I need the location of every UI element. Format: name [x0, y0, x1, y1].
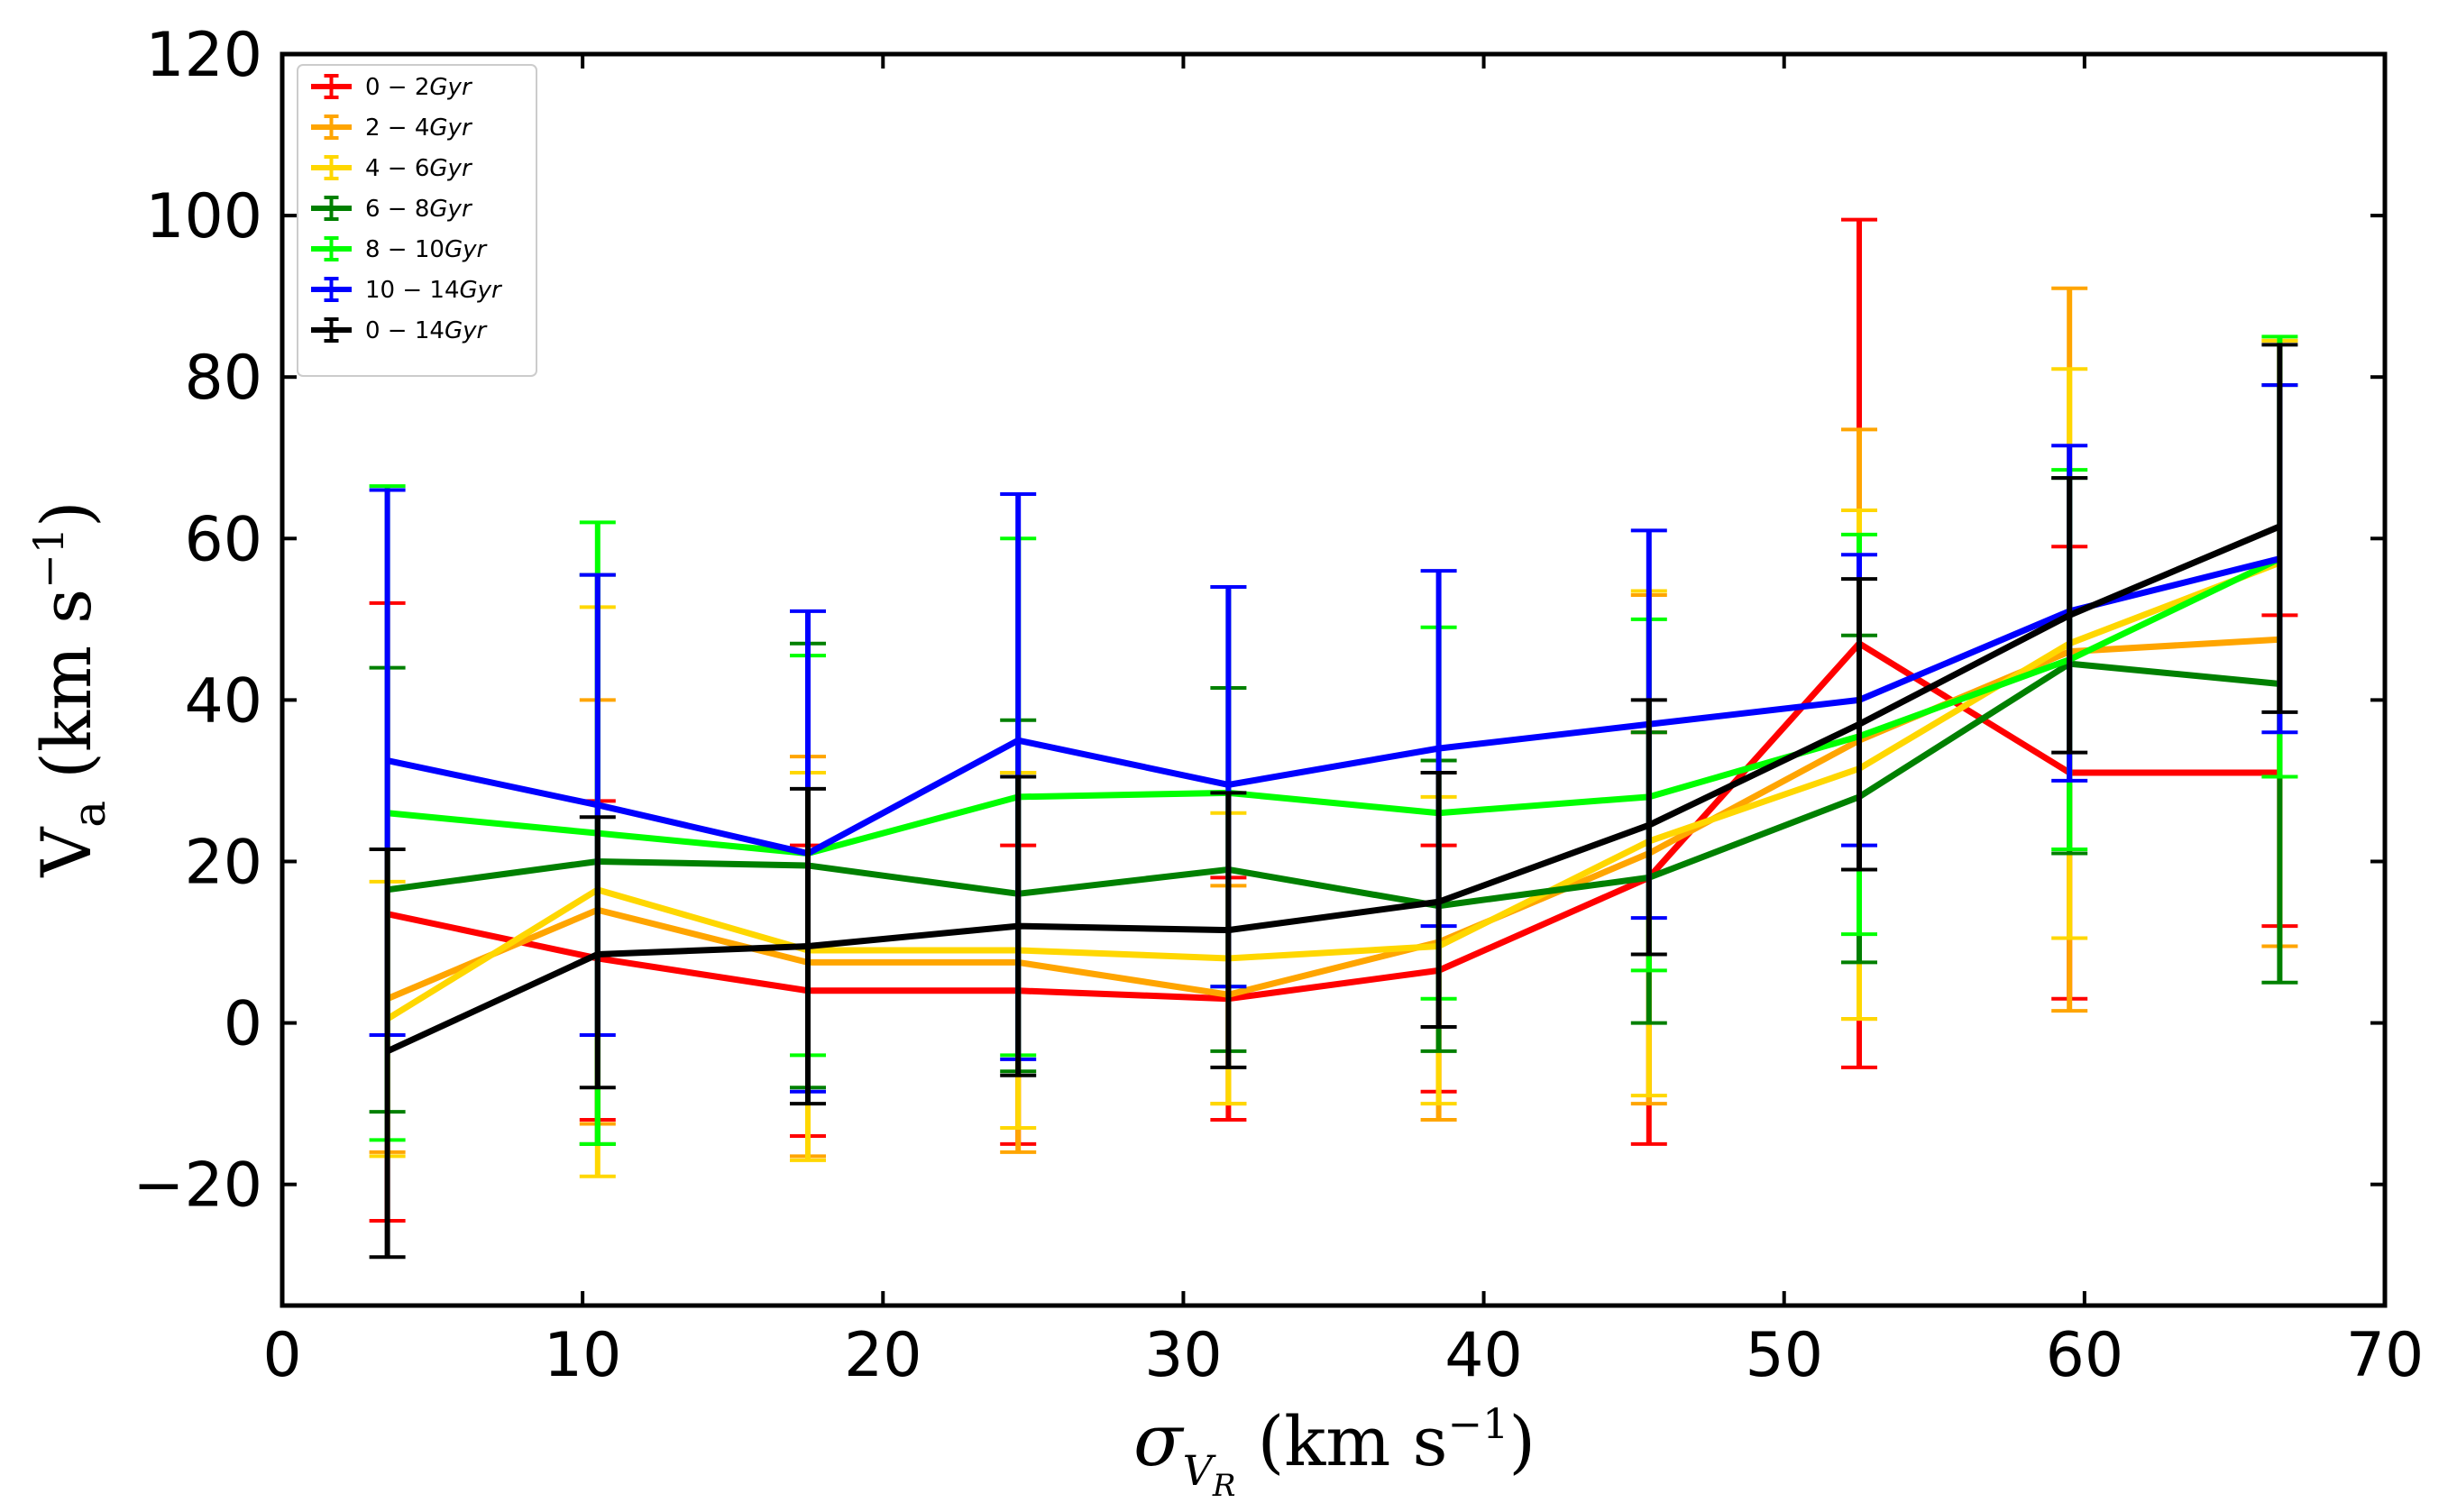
y-tick-label: 0 — [224, 989, 262, 1060]
y-axis-label: Va (km s−1) — [24, 500, 115, 877]
legend-entry: 0 − 14Gyr — [311, 317, 488, 344]
legend-label: 8 − 10Gyr — [365, 236, 488, 263]
legend: 0 − 2Gyr 2 − 4Gyr 4 − 6Gyr 6 − 8Gyr 8 − 10Gy… — [297, 64, 537, 377]
plot-frame — [280, 51, 2388, 1308]
legend-label: 6 − 8Gyr — [365, 196, 473, 223]
series-4 — [369, 334, 2298, 1146]
legend-entry: 8 − 10Gyr — [311, 236, 488, 263]
legend-entry: 4 − 6Gyr — [311, 155, 473, 182]
x-axis-label: σVR (km s−1) — [1133, 1398, 1536, 1504]
series-line — [387, 555, 2281, 857]
legend-entry: 2 − 4Gyr — [311, 115, 473, 142]
legend-frame — [297, 64, 537, 377]
legend-label: 0 − 2Gyr — [365, 74, 473, 101]
series-line — [386, 555, 2281, 857]
y-tick-label: 20 — [184, 827, 262, 898]
legend-label: 4 − 6Gyr — [365, 155, 473, 182]
x-tick-label: 30 — [1144, 1320, 1223, 1391]
legend-label: 10 − 14Gyr — [365, 277, 503, 304]
legend-entry: 6 − 8Gyr — [311, 196, 473, 223]
series-layer — [369, 217, 2298, 1260]
series-line — [387, 660, 2280, 910]
x-tick-label: 10 — [544, 1320, 622, 1391]
legend-label: 0 − 14Gyr — [365, 317, 488, 344]
x-tick-label: 0 — [262, 1320, 301, 1391]
legend-label: 2 − 4Gyr — [365, 115, 473, 142]
series-2 — [369, 338, 2298, 1178]
x-tick-label: 40 — [1444, 1320, 1523, 1391]
x-tick-label: 20 — [844, 1320, 922, 1391]
x-tick-label: 60 — [2046, 1320, 2124, 1391]
axis-ticks — [280, 52, 2387, 1306]
x-tick-label: 70 — [2346, 1320, 2425, 1391]
series-line — [385, 559, 2281, 1022]
series-line — [386, 523, 2281, 1055]
series-0 — [369, 217, 2298, 1223]
y-tick-label: 60 — [184, 504, 262, 575]
series-6 — [369, 343, 2298, 1260]
y-tick-label: 80 — [184, 343, 262, 414]
y-tick-label: 120 — [145, 20, 262, 91]
y-tick-label: 40 — [184, 665, 262, 737]
series-1 — [369, 286, 2298, 1159]
tick-labels: 0 10 20 30 40 50 60 70 −20 0 20 40 60 80 100 120 — [133, 20, 2424, 1391]
y-tick-label: 100 — [145, 181, 262, 252]
x-tick-label: 50 — [1745, 1320, 1823, 1391]
legend-entry: 0 − 2Gyr — [311, 74, 473, 101]
y-tick-label: −20 — [133, 1150, 262, 1222]
legend-entry: 10 − 14Gyr — [311, 277, 503, 304]
